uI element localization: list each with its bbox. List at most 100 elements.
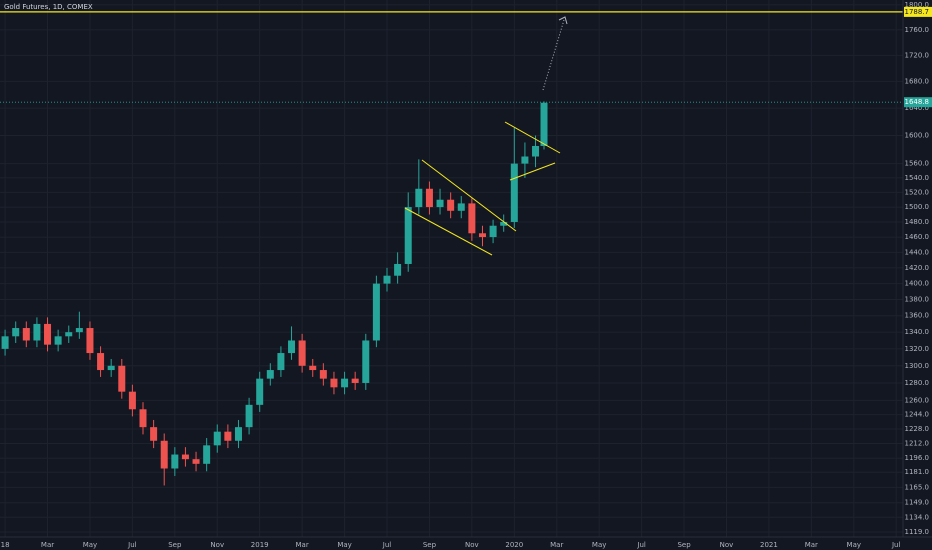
candle-body [107, 365, 115, 371]
projection-arrow [542, 19, 565, 91]
candle-body [128, 391, 136, 410]
candle-body [160, 440, 168, 469]
price-label-box [904, 6, 932, 17]
candle-body [22, 328, 30, 341]
y-tick-label: 1360.0 [905, 312, 930, 320]
candle-body [86, 328, 94, 354]
price-label: 1788.7 [905, 8, 930, 16]
candle-body [65, 332, 73, 337]
x-tick-label: Mar [296, 541, 309, 549]
candle-body [457, 203, 465, 211]
candle-body [521, 156, 529, 164]
x-tick-label: May [592, 541, 606, 549]
y-tick-label: 1228.0 [905, 425, 930, 433]
candle-body [171, 454, 179, 469]
candle-body [288, 340, 296, 354]
candle-body [97, 353, 105, 371]
trend-line [421, 159, 517, 232]
y-tick-label: 1640.0 [905, 104, 930, 112]
y-tick-label: 1380.0 [905, 296, 930, 304]
y-tick-label: 1244.0 [905, 411, 930, 419]
candle-body [256, 378, 264, 405]
candle-body [404, 207, 412, 264]
y-tick-label: 1680.0 [905, 77, 930, 85]
y-tick-label: 1720.0 [905, 51, 930, 59]
candle-body [468, 203, 476, 234]
candle-body [12, 328, 20, 337]
candle-body [351, 378, 359, 383]
y-tick-label: 1520.0 [905, 188, 930, 196]
candle-body [362, 340, 370, 383]
x-tick-label: Nov [210, 541, 224, 549]
y-tick-label: 1300.0 [905, 362, 930, 370]
candle-body [330, 378, 338, 388]
x-tick-label: Mar [805, 541, 818, 549]
x-tick-label: Jul [382, 541, 392, 549]
candle-body [224, 431, 232, 441]
x-tick-label: Jul [127, 541, 137, 549]
candle-body [118, 365, 126, 392]
x-tick-label: 2020 [505, 541, 523, 549]
y-tick-label: 1260.0 [905, 396, 930, 404]
trend-line [509, 162, 556, 181]
candle-body [33, 323, 41, 341]
candle-body [54, 336, 62, 345]
y-tick-label: 1340.0 [905, 328, 930, 336]
candle-body [489, 225, 497, 238]
candle-body [213, 431, 221, 446]
x-tick-label: Jul [891, 541, 901, 549]
grid [0, 0, 903, 537]
x-tick-label: Nov [720, 541, 734, 549]
y-tick-label: 1460.0 [905, 233, 930, 241]
candle-body [447, 199, 455, 211]
y-tick-label: 1400.0 [905, 280, 930, 288]
candle-body [150, 427, 158, 441]
x-tick-label: 2021 [760, 541, 778, 549]
candles [0, 11, 903, 486]
y-tick-label: 1212.0 [905, 440, 930, 448]
candle-body [192, 459, 200, 464]
y-tick-label: 1320.0 [905, 345, 930, 353]
candle-body [394, 263, 402, 276]
y-tick-label: 1181.0 [905, 468, 930, 476]
y-tick-label: 1165.0 [905, 483, 930, 491]
candle-body [319, 370, 327, 379]
y-tick-label: 1560.0 [905, 160, 930, 168]
price-axis [903, 0, 932, 550]
x-tick-label: May [83, 541, 97, 549]
candle-body [266, 370, 274, 379]
candle-body [478, 233, 486, 238]
candle-body [245, 404, 253, 428]
candle-body [75, 328, 83, 333]
chart-title: Gold Futures, 1D, COMEX [4, 3, 93, 11]
trend-line [404, 207, 493, 256]
x-tick-label: May [847, 541, 861, 549]
x-tick-label: Mar [41, 541, 54, 549]
candle-body [203, 445, 211, 464]
y-tick-label: 1540.0 [905, 174, 930, 182]
x-tick-label: Nov [465, 541, 479, 549]
y-tick-label: 1800.0 [905, 1, 930, 9]
candle-body [309, 365, 317, 371]
price-label: 1648.8 [905, 98, 930, 106]
y-tick-label: 1134.0 [905, 513, 930, 521]
candle-body [234, 427, 242, 441]
x-tick-label: Sep [168, 541, 182, 549]
y-tick-label: 1760.0 [905, 26, 930, 34]
candle-body [500, 221, 508, 226]
candle-body [298, 340, 306, 366]
arrow-head [558, 16, 568, 25]
candle-body [436, 199, 444, 208]
y-tick-label: 1480.0 [905, 218, 930, 226]
x-tick-label: 2019 [251, 541, 269, 549]
x-tick-label: Sep [677, 541, 691, 549]
x-tick-label: Mar [550, 541, 563, 549]
y-tick-label: 1600.0 [905, 132, 930, 140]
candle-body [341, 378, 349, 388]
candle-body [540, 102, 548, 146]
y-tick-label: 1119.0 [905, 528, 930, 536]
y-tick-label: 1280.0 [905, 379, 930, 387]
